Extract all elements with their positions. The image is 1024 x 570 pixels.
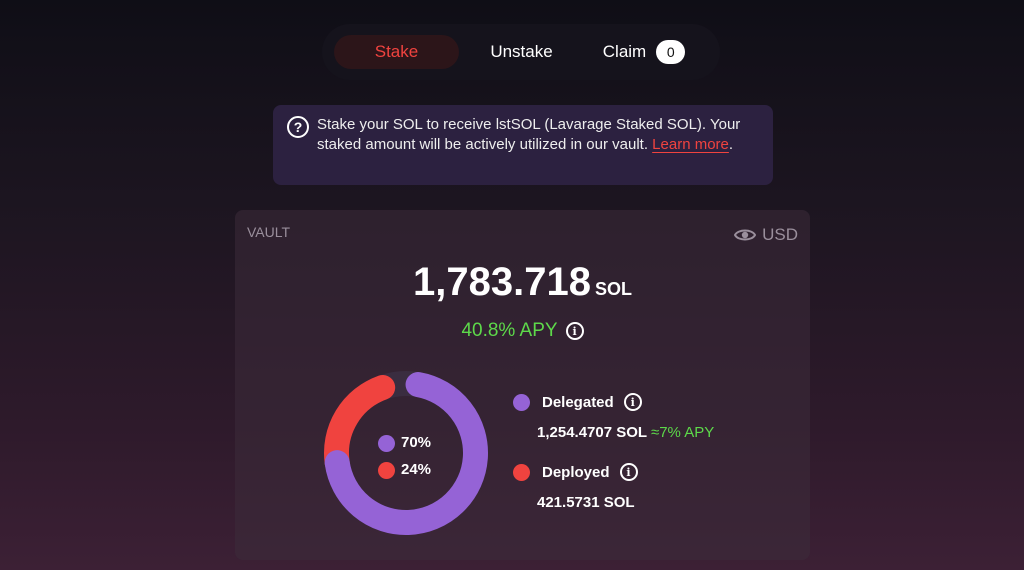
eye-icon: [734, 229, 757, 241]
vault-amount: 1,783.718 SOL: [235, 260, 810, 305]
vault-label: VAULT: [247, 224, 291, 240]
allocation-donut: [324, 371, 488, 535]
deployed-value: 421.5731 SOL: [537, 494, 635, 511]
amount-value: 1,783.718: [413, 260, 591, 304]
info-icon[interactable]: i: [623, 393, 642, 411]
info-end: .: [728, 136, 734, 153]
legend-deployed: Deployed i: [513, 463, 714, 481]
learn-more-link[interactable]: Learn more: [652, 136, 729, 153]
tab-claim-label: Claim: [602, 42, 647, 61]
deployed-label: Deployed: [542, 463, 610, 481]
donut-center: 70% 24%: [378, 429, 431, 483]
info-icon[interactable]: i: [565, 322, 584, 340]
deployed-pct: 24%: [401, 461, 432, 478]
tab-unstake[interactable]: Unstake: [490, 42, 553, 61]
tab-stake[interactable]: Stake: [334, 35, 459, 69]
delegated-arc: [324, 372, 488, 535]
info-message: Stake your SOL to receive lstSOL (Lavara…: [317, 116, 741, 153]
delegated-pct: 70%: [401, 434, 432, 451]
delegated-apy: ≈7% APY: [650, 424, 715, 441]
stake-tabs: Stake Unstake Claim 0: [322, 24, 720, 80]
legend-delegated: Delegated i: [513, 393, 714, 411]
usd-label: USD: [762, 225, 798, 244]
vault-apy: 40.8% APY i: [235, 320, 810, 342]
question-icon: ?: [287, 116, 309, 138]
delegated-amount: 1,254.4707 SOL: [537, 424, 647, 441]
apy-value: 40.8% APY: [461, 320, 558, 341]
amount-unit: SOL: [594, 279, 632, 299]
usd-toggle[interactable]: USD: [734, 225, 798, 245]
vault-card: VAULT USD 1,783.718 SOL 40.8% APY i 70% 24…: [235, 210, 810, 560]
deployed-dot: [378, 461, 395, 479]
info-icon[interactable]: i: [619, 463, 638, 481]
delegated-value: 1,254.4707 SOL ≈7% APY: [537, 424, 714, 441]
claim-count-badge: 0: [656, 40, 686, 64]
info-banner: ? Stake your SOL to receive lstSOL (Lava…: [273, 105, 773, 185]
delegated-dot: [378, 434, 395, 452]
legend: Delegated i 1,254.4707 SOL ≈7% APY Deploy…: [513, 393, 714, 511]
deployed-dot: [513, 463, 530, 481]
delegated-label: Delegated: [542, 393, 614, 411]
deployed-arc: [324, 375, 396, 476]
info-text: Stake your SOL to receive lstSOL (Lavara…: [317, 115, 759, 175]
delegated-dot: [513, 393, 530, 411]
tab-claim[interactable]: Claim 0: [584, 35, 704, 69]
